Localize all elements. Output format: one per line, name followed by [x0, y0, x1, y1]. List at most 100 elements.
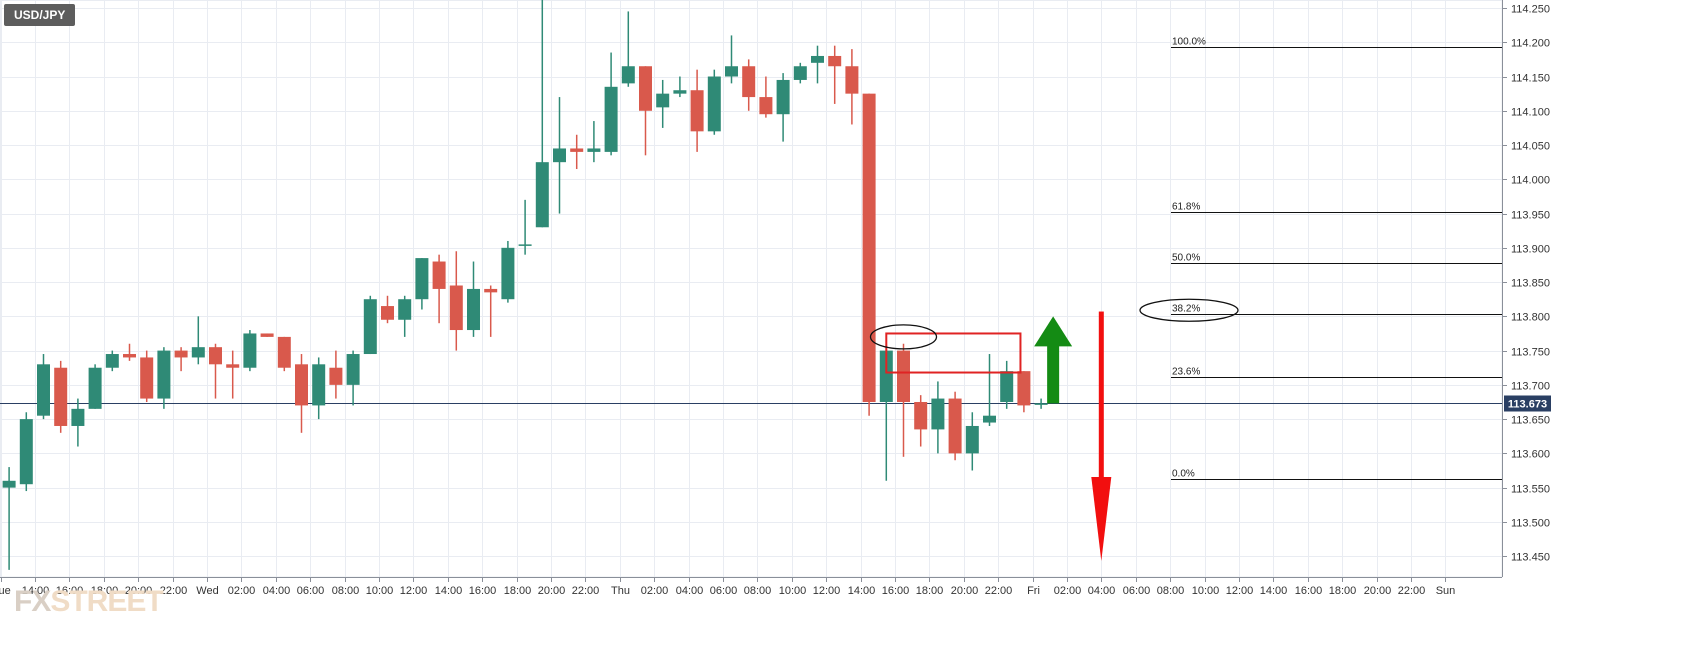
- y-tick-label: 113.950: [1511, 210, 1550, 222]
- candle-down: [123, 343, 136, 361]
- candle-body: [140, 357, 154, 399]
- x-tick-label: 20:00: [951, 585, 979, 597]
- candle-body: [776, 79, 790, 115]
- candle-down: [948, 391, 962, 461]
- candle-body: [639, 66, 652, 111]
- y-tick-label: 114.000: [1511, 175, 1550, 187]
- candle-body: [828, 55, 842, 67]
- candle-body: [673, 90, 687, 94]
- y-tick-label: 113.900: [1511, 244, 1550, 256]
- up-arrow-head: [1034, 316, 1073, 347]
- candle-up: [793, 62, 807, 84]
- candle-body: [535, 162, 549, 228]
- candle-body: [742, 66, 756, 98]
- y-tick-label: 113.550: [1511, 484, 1550, 496]
- x-tick-label: 02:00: [1054, 585, 1082, 597]
- candle-down: [449, 251, 463, 351]
- annotations: [869, 298, 1239, 561]
- candle-body: [415, 258, 429, 300]
- symbol-badge[interactable]: USD/JPY: [4, 4, 76, 26]
- candle-up: [965, 412, 979, 471]
- candle-up: [2, 467, 16, 570]
- candle-body: [725, 66, 738, 77]
- candle-body: [484, 288, 498, 293]
- y-tick-label: 113.500: [1511, 518, 1550, 530]
- candle-body: [707, 76, 721, 132]
- candle-body: [931, 398, 945, 430]
- highlight-rectangle: [885, 332, 1022, 374]
- candle-body: [965, 425, 979, 454]
- candle-up: [346, 350, 360, 406]
- y-tick-label: 113.600: [1511, 449, 1550, 461]
- candle-down: [209, 343, 222, 399]
- x-tick-label: 08:00: [332, 585, 360, 597]
- candle-down: [226, 350, 240, 399]
- candle-body: [759, 97, 773, 115]
- fib-label: 0.0%: [1172, 469, 1195, 480]
- candle-up: [673, 76, 687, 98]
- candle-down: [295, 354, 308, 433]
- x-tick-label: 22:00: [985, 585, 1013, 597]
- x-tick-label: 16:00: [56, 585, 84, 597]
- x-tick-label: 16:00: [882, 585, 910, 597]
- candle-body: [587, 148, 601, 152]
- x-tick-label: 14:00: [848, 585, 876, 597]
- x-tick-label: 14:00: [22, 585, 50, 597]
- candle-body: [811, 55, 824, 63]
- candle-body: [123, 354, 136, 358]
- candle-body: [690, 90, 704, 132]
- candle-up: [105, 350, 119, 372]
- x-tick-label: 14:00: [1260, 585, 1288, 597]
- candle-body: [948, 398, 962, 454]
- candle-up: [553, 97, 566, 214]
- candle-body: [501, 247, 515, 300]
- candle-down: [54, 360, 68, 433]
- candle-down: [140, 350, 154, 402]
- candle-down: [174, 347, 188, 372]
- candle-body: [329, 367, 343, 385]
- candle-down: [432, 254, 446, 324]
- candle-up: [983, 354, 996, 426]
- candle-up: [88, 364, 102, 409]
- x-tick-label: 12:00: [1226, 585, 1254, 597]
- candle-body: [209, 347, 222, 365]
- candle-body: [381, 306, 394, 320]
- x-tick-label: 16:00: [1295, 585, 1323, 597]
- candle-up: [191, 316, 205, 365]
- candle-body: [570, 148, 584, 152]
- x-tick-label: 18:00: [504, 585, 532, 597]
- candle-body: [845, 66, 859, 94]
- candle-up: [707, 69, 721, 135]
- candle-body: [174, 350, 188, 358]
- candle-body: [191, 347, 205, 358]
- up-arrow-shaft: [1047, 344, 1060, 404]
- axes: 114.250 114.200 114.150 114.100 114.050 114.0…: [0, 0, 1550, 597]
- y-tick-label: 114.250: [1511, 4, 1550, 16]
- x-tick-label: 04:00: [263, 585, 291, 597]
- down-arrow-shaft: [1098, 311, 1104, 479]
- candle-body: [1017, 371, 1031, 406]
- candle-body: [879, 350, 893, 402]
- candle-body: [518, 244, 532, 246]
- y-tick-label: 113.850: [1511, 278, 1550, 290]
- candle-up: [621, 11, 635, 87]
- ellipse-fib-382: [1139, 298, 1239, 322]
- candle-down: [862, 93, 876, 416]
- current-price-label: 113.673: [1508, 399, 1547, 411]
- candle-body: [1034, 403, 1048, 405]
- candle-up: [656, 79, 670, 128]
- candle-up: [776, 73, 790, 142]
- candles: [2, 0, 1048, 570]
- candle-body: [1000, 371, 1014, 402]
- y-tick-label: 113.700: [1511, 381, 1550, 393]
- x-tick-label: 20:00: [538, 585, 566, 597]
- x-tick-label: 10:00: [366, 585, 394, 597]
- x-tick-label: 22:00: [572, 585, 600, 597]
- fib-label: 50.0%: [1172, 253, 1200, 264]
- ellipse-marker: [869, 324, 938, 350]
- candle-body: [37, 364, 50, 416]
- candle-body: [105, 354, 119, 368]
- candle-down: [845, 49, 859, 125]
